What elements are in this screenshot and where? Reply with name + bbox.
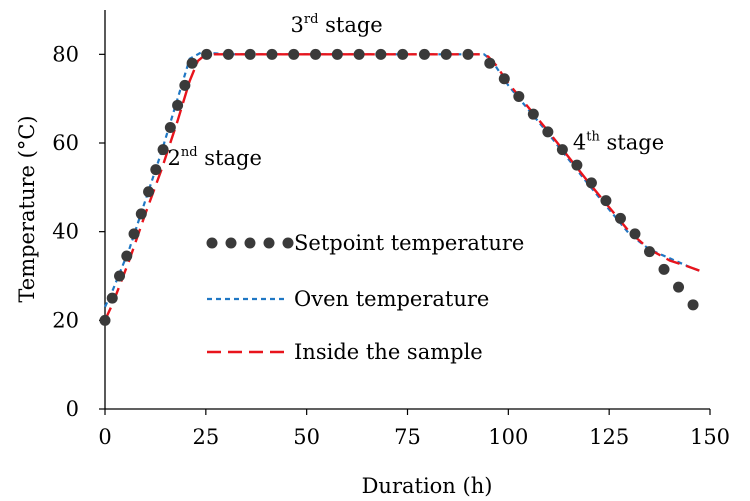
legend-marker (206, 237, 218, 249)
legend-label: Inside the sample (294, 340, 483, 364)
x-tick-label: 25 (192, 425, 219, 449)
setpoint-marker (614, 212, 626, 224)
x-tick-label: 0 (98, 425, 111, 449)
stage-label: 3rd stage (291, 12, 383, 37)
setpoint-marker (353, 48, 365, 60)
setpoint-marker (99, 314, 111, 326)
setpoint-marker (157, 144, 169, 156)
setpoint-marker (172, 99, 184, 111)
setpoint-marker (556, 144, 568, 156)
x-axis-title: Duration (h) (362, 474, 493, 498)
x-tick-label: 150 (690, 425, 730, 449)
setpoint-marker (135, 208, 147, 220)
annotations: 2nd stage 3rd stage 4th stage (168, 12, 665, 170)
setpoint-marker (440, 48, 452, 60)
x-tick-label: 125 (589, 425, 629, 449)
x-tick-label: 100 (488, 425, 528, 449)
setpoint-marker (106, 292, 118, 304)
setpoint-marker (687, 299, 699, 311)
setpoint-marker (288, 48, 300, 60)
oven-temperature-line (103, 50, 703, 308)
legend-label: Oven temperature (294, 287, 489, 311)
setpoint-marker (629, 228, 641, 240)
setpoint-marker (542, 126, 554, 138)
setpoint-marker (266, 48, 278, 60)
y-axis-title: Temperature (°C) (15, 115, 39, 302)
setpoint-marker (222, 48, 234, 60)
setpoint-marker (128, 228, 140, 240)
legend-marker (263, 237, 275, 249)
setpoint-marker (375, 48, 387, 60)
y-tick-label: 0 (66, 397, 79, 421)
y-tick-label: 20 (52, 308, 79, 332)
setpoint-marker (658, 263, 670, 275)
inside-sample-line (103, 53, 703, 321)
setpoint-marker (186, 57, 198, 69)
setpoint-marker (571, 159, 583, 171)
x-tick-label: 75 (394, 425, 421, 449)
setpoint-marker (121, 250, 133, 262)
setpoint-marker (527, 108, 539, 120)
x-tick-label: 50 (293, 425, 320, 449)
setpoint-marker (244, 48, 256, 60)
legend-marker (244, 237, 256, 249)
legend: Setpoint temperature Oven temperature Insi… (206, 231, 524, 364)
setpoint-marker (513, 90, 525, 102)
setpoint-marker (179, 79, 191, 91)
legend-marker (225, 237, 237, 249)
axes: 0 25 50 75 100 125 150 0 20 40 60 80 (52, 10, 730, 449)
setpoint-marker (114, 270, 126, 282)
setpoint-marker (150, 164, 162, 176)
setpoint-marker (397, 48, 409, 60)
setpoint-marker (310, 48, 322, 60)
setpoint-marker (585, 177, 597, 189)
stage-label: 4th stage (573, 130, 664, 155)
series-layer (99, 48, 703, 326)
setpoint-marker (462, 48, 474, 60)
legend-label: Setpoint temperature (294, 231, 524, 255)
setpoint-marker (164, 121, 176, 133)
stage-label: 2nd stage (168, 145, 262, 170)
y-tick-label: 40 (52, 220, 79, 244)
y-tick-label: 80 (52, 42, 79, 66)
setpoint-marker (201, 48, 213, 60)
setpoint-marker (331, 48, 343, 60)
setpoint-marker (143, 186, 155, 198)
setpoint-marker (484, 57, 496, 69)
setpoint-marker (418, 48, 430, 60)
setpoint-marker (673, 281, 685, 293)
setpoint-marker (644, 246, 655, 258)
y-tick-label: 60 (52, 131, 79, 155)
setpoint-marker (600, 195, 612, 207)
legend-marker (282, 237, 294, 249)
setpoint-marker (498, 73, 510, 85)
